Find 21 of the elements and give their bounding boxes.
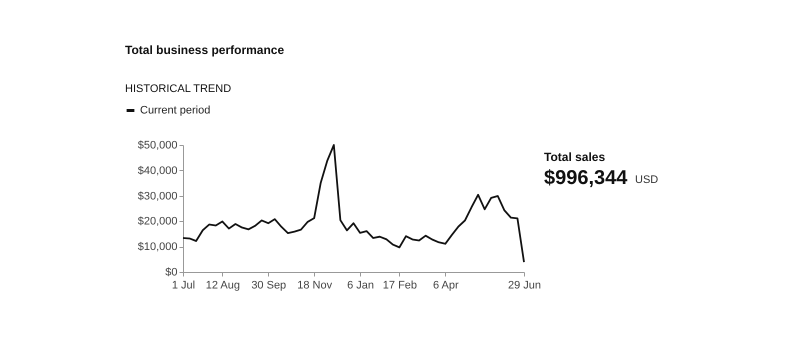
x-tick-label: 17 Feb <box>382 280 418 292</box>
x-tick-label: 12 Aug <box>206 280 240 292</box>
x-tick-label: 1 Jul <box>172 280 196 292</box>
y-tick-label: $40,000 <box>138 164 178 177</box>
y-tick-label: $10,000 <box>138 241 178 254</box>
y-tick-label: $0 <box>165 266 178 278</box>
x-tick-label: 6 Apr <box>432 280 459 292</box>
y-tick-label: $30,000 <box>138 190 178 202</box>
x-tick-label: 18 Nov <box>297 280 333 292</box>
legend-label: Current period <box>140 104 210 116</box>
y-tick-label: $20,000 <box>138 216 178 228</box>
text: USD <box>635 174 658 186</box>
x-tick-label: 29 Jun <box>508 280 542 292</box>
text: Total sales <box>544 150 606 164</box>
text: $996,344 <box>544 167 628 189</box>
y-tick-label: $50,000 <box>138 140 178 152</box>
line-series <box>182 144 525 263</box>
x-tick-label: 30 Sep <box>251 280 286 292</box>
chart-subtitle: HISTORICAL TREND <box>125 83 232 95</box>
x-tick-label: 6 Jan <box>347 280 374 292</box>
chart-title: Total business performance <box>125 43 284 57</box>
